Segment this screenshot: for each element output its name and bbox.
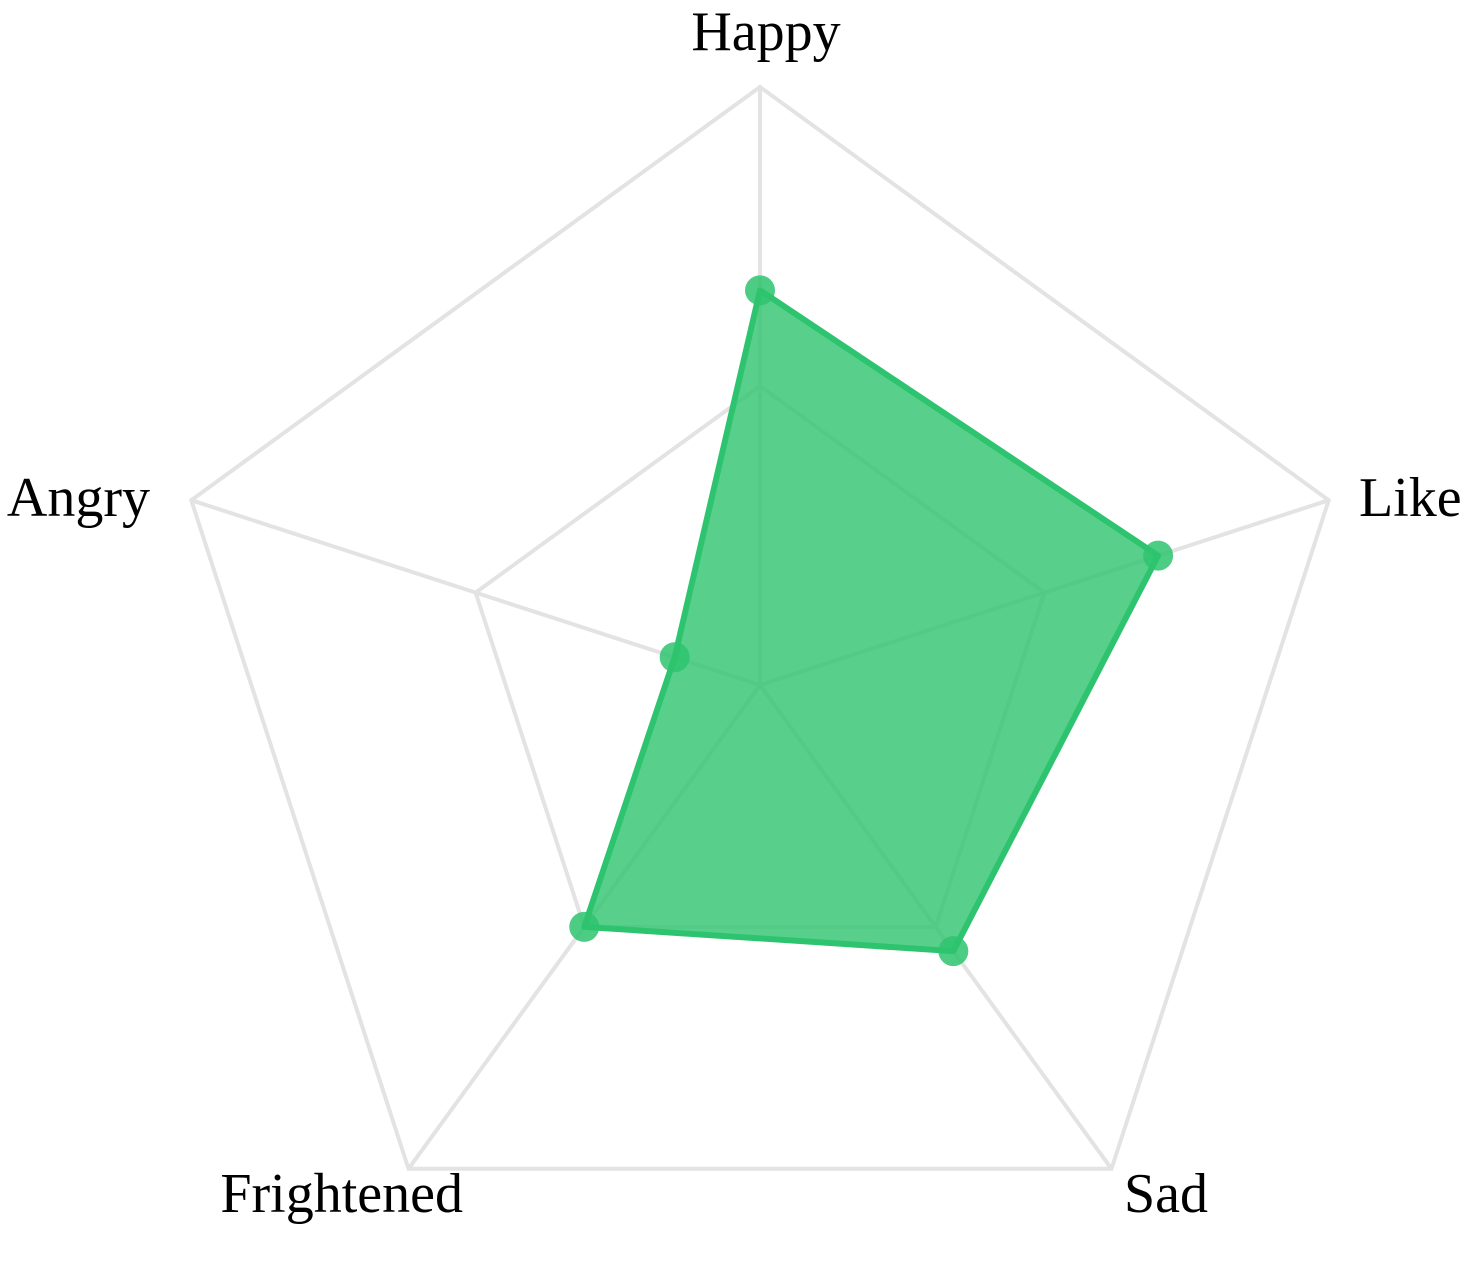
series-area-0 bbox=[581, 287, 1162, 955]
data-point-like[interactable] bbox=[1143, 540, 1174, 571]
data-point-sad[interactable] bbox=[938, 936, 969, 967]
axis-label-happy: Happy bbox=[691, 1, 840, 63]
data-point-happy[interactable] bbox=[745, 275, 775, 306]
grid-ring-2 bbox=[188, 84, 1332, 1171]
data-point-frightened[interactable] bbox=[569, 911, 600, 942]
axis-label-like: Like bbox=[1359, 467, 1462, 529]
axis-label-frightened: Frightened bbox=[220, 1163, 463, 1225]
axis-label-sad: Sad bbox=[1124, 1163, 1208, 1225]
radar-series bbox=[569, 275, 1174, 967]
data-point-angry[interactable] bbox=[659, 642, 690, 673]
axis-label-angry: Angry bbox=[7, 467, 150, 529]
radar-axis-labels: Happy Like Sad Frightened Angry bbox=[7, 1, 1462, 1225]
